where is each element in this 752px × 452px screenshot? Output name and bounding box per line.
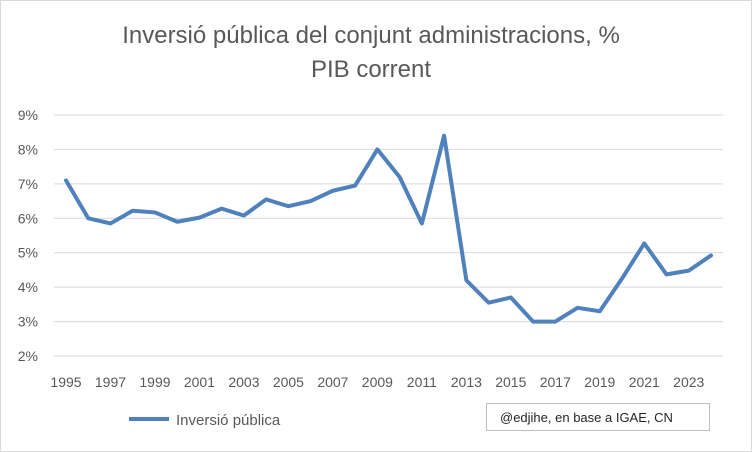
y-tick-label: 3% [18, 314, 38, 330]
chart-title-line-2: PIB corrent [310, 56, 432, 83]
y-tick-label: 4% [18, 279, 38, 295]
x-tick-label: 2013 [451, 374, 482, 390]
series-line [64, 133, 713, 324]
x-tick-label: 2011 [407, 374, 437, 390]
source-annotation: @edjihe, en base a IGAE, CN [486, 403, 710, 431]
x-tick-label: 2007 [317, 374, 348, 390]
y-tick-label: 6% [18, 210, 38, 226]
y-tick-label: 2% [18, 348, 38, 364]
x-tick-label: 2015 [495, 374, 526, 390]
chart-title-line-1: Inversió pública del conjunt administrac… [122, 22, 620, 49]
x-tick-label: 2005 [273, 374, 304, 390]
x-tick-label: 2019 [584, 374, 615, 390]
x-tick-label: 1997 [95, 374, 126, 390]
x-tick-label: 1995 [50, 374, 81, 390]
x-tick-label: 2001 [184, 374, 215, 390]
x-tick-label: 2023 [673, 374, 704, 390]
x-tick-label: 2003 [228, 374, 259, 390]
y-tick-label: 9% [18, 107, 38, 123]
x-tick-label: 2009 [362, 374, 393, 390]
y-tick-label: 5% [18, 245, 38, 261]
x-tick-label: 2021 [629, 374, 660, 390]
y-tick-label: 8% [18, 141, 38, 157]
chart-title: Inversió pública del conjunt administrac… [41, 19, 701, 87]
y-tick-label: 7% [18, 176, 38, 192]
x-tick-label: 2017 [540, 374, 571, 390]
legend-label: Inversió pública [176, 412, 281, 429]
x-tick-label: 1999 [139, 374, 170, 390]
